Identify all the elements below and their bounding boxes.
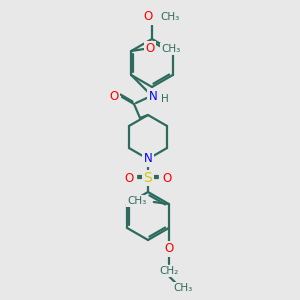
Text: O: O [124, 172, 134, 184]
Text: O: O [146, 43, 155, 56]
Text: H: H [161, 94, 169, 104]
Text: O: O [110, 89, 118, 103]
Text: O: O [162, 172, 172, 184]
Text: N: N [144, 152, 152, 166]
Text: S: S [144, 171, 152, 185]
Text: CH₃: CH₃ [128, 196, 147, 206]
Text: O: O [143, 11, 153, 23]
Text: CH₂: CH₂ [159, 266, 178, 276]
Text: O: O [164, 242, 173, 256]
Text: CH₃: CH₃ [173, 283, 192, 293]
Text: CH₃: CH₃ [161, 44, 181, 54]
Text: N: N [148, 91, 158, 103]
Text: CH₃: CH₃ [160, 12, 179, 22]
